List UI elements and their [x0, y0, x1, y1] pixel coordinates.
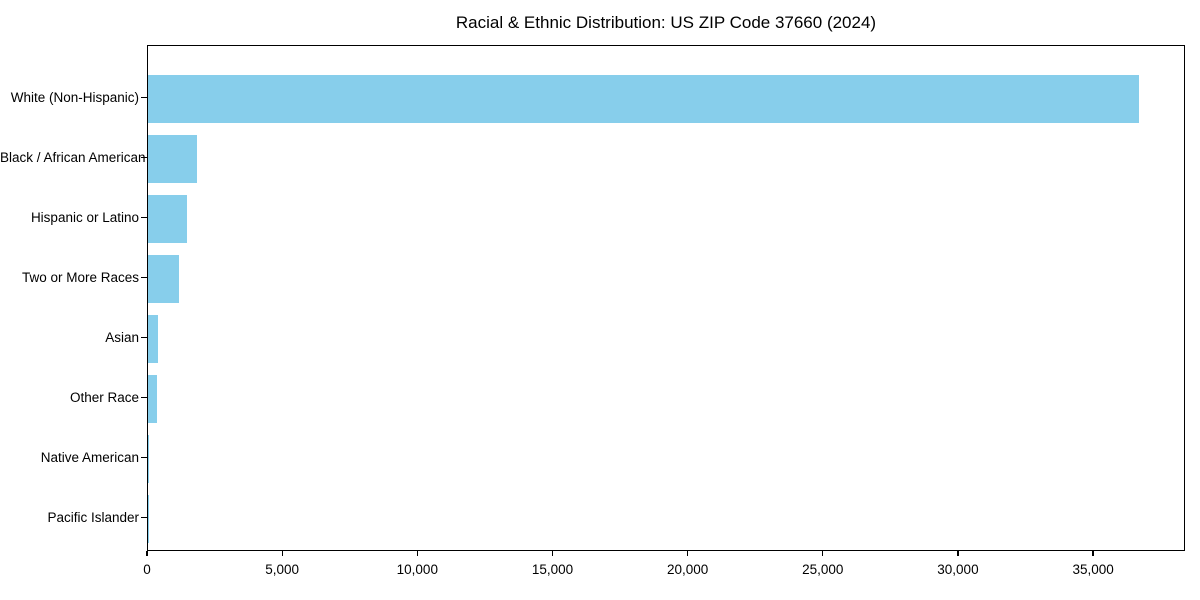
x-axis-tick	[281, 551, 283, 556]
y-axis-tick	[141, 396, 147, 399]
plot-area	[147, 45, 1185, 551]
x-axis-tick-label: 25,000	[802, 562, 844, 577]
x-axis-tick-label: 0	[143, 562, 151, 577]
x-axis-tick-label: 5,000	[265, 562, 300, 577]
bar-hispanic-or-latino	[148, 194, 187, 243]
x-axis-tick-label: 15,000	[531, 562, 574, 577]
y-axis-tick	[141, 456, 147, 459]
x-axis-tick	[687, 551, 689, 556]
x-axis-tick-label: 20,000	[666, 562, 709, 577]
y-axis-label: White (Non-Hispanic)	[10, 89, 139, 105]
x-axis-tick	[957, 551, 959, 556]
y-axis-label: Other Race	[69, 389, 139, 405]
x-axis-tick	[146, 551, 148, 556]
x-axis-tick	[822, 551, 824, 556]
bar-two-or-more-races	[148, 254, 179, 303]
y-axis-label: Asian	[105, 329, 139, 345]
bar-other-race	[148, 374, 157, 423]
x-axis-tick-label: 35,000	[1072, 562, 1114, 577]
x-axis-tick	[416, 551, 418, 556]
y-axis-label: Pacific Islander	[47, 509, 139, 525]
y-axis-tick	[141, 156, 147, 159]
x-axis-tick	[551, 551, 554, 556]
y-axis-tick	[141, 276, 147, 279]
y-axis-tick	[141, 336, 147, 339]
y-axis-label: Hispanic or Latino	[30, 209, 139, 225]
bar-asian	[148, 314, 158, 363]
y-axis-tick	[141, 516, 147, 519]
x-axis-tick	[1092, 551, 1094, 556]
y-axis-tick	[141, 96, 147, 99]
y-axis-label: Black / African American	[0, 149, 146, 165]
bar-black-african-american	[148, 134, 198, 183]
bar-white-non-hispanic	[148, 74, 1139, 123]
y-axis-label: Two or More Races	[21, 269, 139, 285]
x-axis-tick-label: 30,000	[937, 562, 979, 577]
bar-native-american	[148, 434, 150, 483]
y-axis-tick	[141, 216, 147, 219]
chart-title: Racial & Ethnic Distribution: US ZIP Cod…	[455, 13, 877, 32]
x-axis-tick-label: 10,000	[396, 562, 438, 577]
y-axis-label: Native American	[40, 449, 139, 465]
